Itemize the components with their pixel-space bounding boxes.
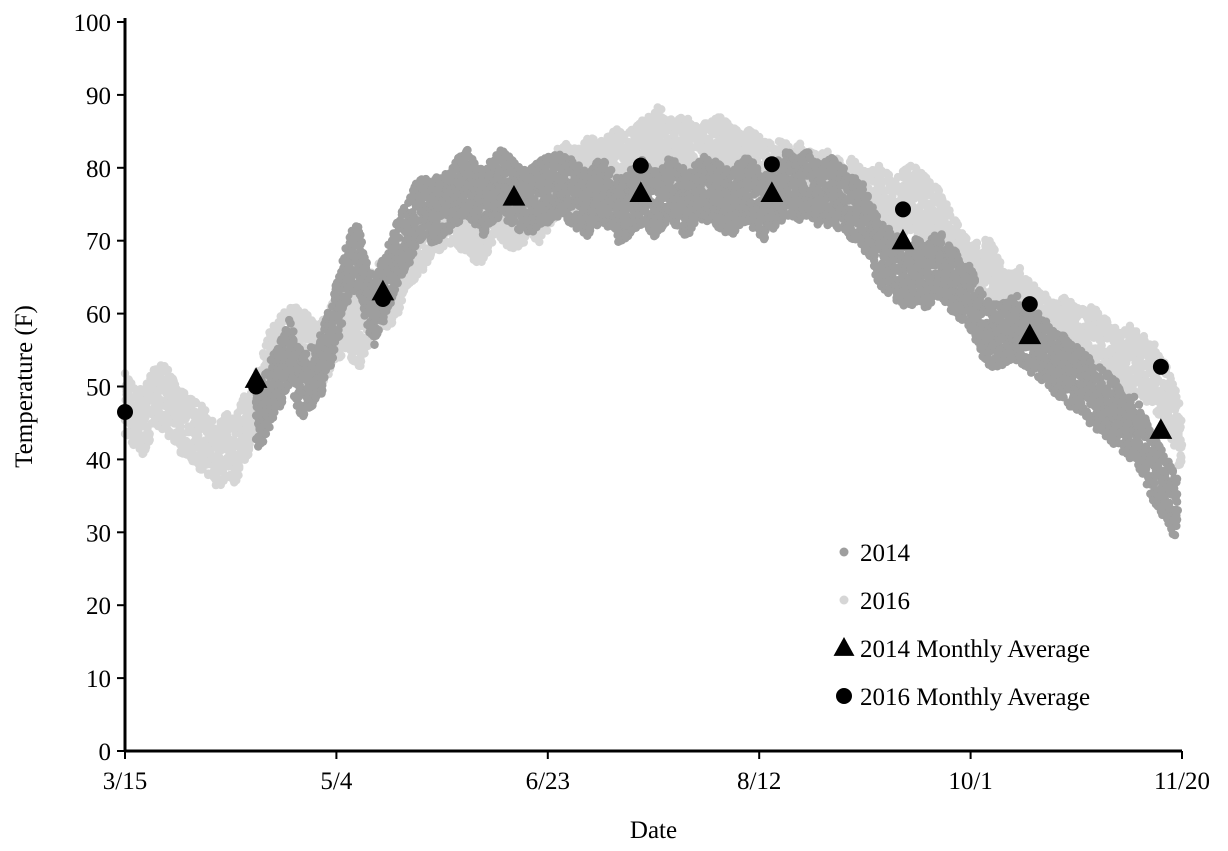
data-point xyxy=(245,440,254,449)
data-point xyxy=(163,365,173,375)
data-point xyxy=(657,105,666,114)
data-point xyxy=(397,296,407,305)
data-point xyxy=(234,471,243,480)
series-layer xyxy=(117,103,1187,540)
data-point xyxy=(176,422,185,431)
data-point xyxy=(542,226,552,235)
data-point xyxy=(337,351,346,360)
data-point xyxy=(972,238,982,247)
data-point xyxy=(953,220,963,230)
data-point xyxy=(194,431,203,440)
data-point xyxy=(208,416,217,426)
data-point xyxy=(201,406,210,415)
data-point xyxy=(141,413,150,422)
data-point xyxy=(165,427,174,436)
data-point xyxy=(483,247,493,256)
data-point xyxy=(996,258,1005,267)
series-2016 xyxy=(120,103,1187,490)
data-point xyxy=(990,245,999,255)
data-point xyxy=(487,238,497,247)
data-point xyxy=(235,464,244,473)
data-point xyxy=(145,429,154,438)
data-point xyxy=(356,357,366,366)
data-point xyxy=(418,265,428,274)
data-point xyxy=(387,318,397,327)
data-point xyxy=(145,435,154,445)
